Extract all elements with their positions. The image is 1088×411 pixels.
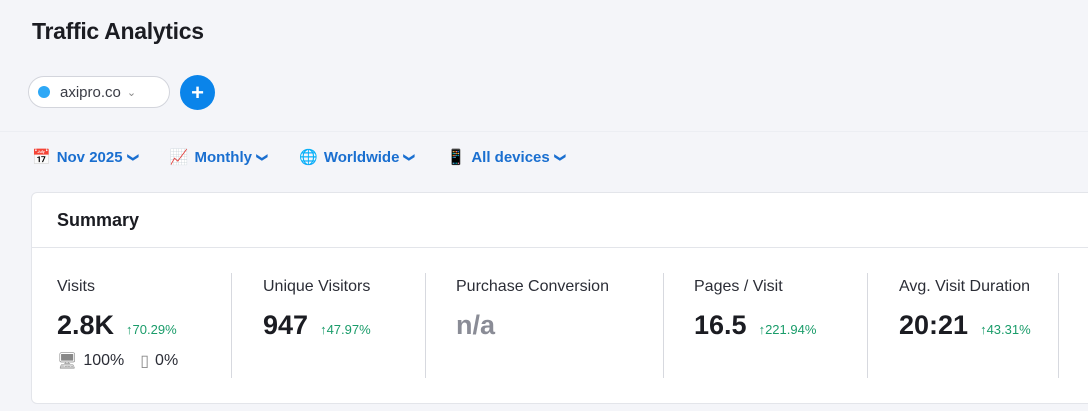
- chevron-down-icon: ❯: [126, 152, 139, 162]
- calendar-icon: 📅: [32, 149, 51, 166]
- filter-bar: 📅 Nov 2025 ❯ 📈 Monthly ❯ 🌐 Worldwide ❯ 📱 All de…: [32, 148, 566, 167]
- domain-selector[interactable]: axipro.co ⌄: [28, 76, 170, 108]
- chevron-down-icon: ❯: [403, 152, 416, 162]
- divider: [867, 273, 868, 378]
- metric-avg-visit-duration: Avg. Visit Duration 20:21 ↑43.31%: [899, 278, 1031, 341]
- device-filter[interactable]: 📱 All devices ❯: [446, 148, 566, 167]
- summary-title: Summary: [32, 193, 1088, 248]
- metric-purchase-conversion: Purchase Conversion n/a: [456, 278, 609, 341]
- metric-unique-visitors: Unique Visitors 947 ↑47.97%: [263, 278, 371, 341]
- page-title: Traffic Analytics: [32, 18, 204, 44]
- domain-color-dot: [38, 86, 50, 98]
- date-filter-label: Nov 2025: [56, 148, 123, 166]
- metric-value: 20:21: [899, 310, 969, 340]
- metric-delta: ↑47.97%: [320, 322, 371, 337]
- location-filter[interactable]: 🌐 Worldwide ❯: [299, 148, 416, 167]
- devices-icon: 📱: [446, 149, 466, 166]
- metric-label: Purchase Conversion: [456, 278, 609, 295]
- domain-label: axipro.co: [60, 83, 121, 101]
- mobile-icon: ▯: [140, 353, 150, 370]
- divider: [663, 273, 664, 378]
- metric-label: Visits: [57, 278, 95, 295]
- granularity-filter-label: Monthly: [194, 148, 252, 166]
- device-filter-label: All devices: [471, 148, 550, 166]
- date-filter[interactable]: 📅 Nov 2025 ❯: [32, 148, 139, 167]
- divider: [1058, 273, 1059, 378]
- metric-visits: Visits 2.8K ↑70.29% 🖥 100% ▯ 0%: [57, 278, 178, 371]
- summary-card: Summary Visits 2.8K ↑70.29% 🖥 100% ▯ 0% Uniq…: [31, 192, 1088, 404]
- metric-delta: ↑70.29%: [126, 322, 177, 337]
- metric-value: 16.5: [694, 310, 747, 340]
- metric-delta: ↑43.31%: [980, 322, 1031, 337]
- metric-value: n/a: [456, 310, 496, 340]
- chevron-down-icon: ❯: [553, 152, 566, 162]
- chevron-down-icon: ❯: [256, 152, 269, 162]
- chevron-down-icon: ⌄: [126, 86, 137, 99]
- add-domain-button[interactable]: +: [180, 75, 215, 110]
- desktop-share: 100%: [83, 352, 125, 369]
- divider: [231, 273, 232, 378]
- granularity-filter[interactable]: 📈 Monthly ❯: [169, 148, 269, 167]
- metric-pages-per-visit: Pages / Visit 16.5 ↑221.94%: [694, 278, 816, 341]
- location-filter-label: Worldwide: [323, 148, 400, 166]
- metric-label: Avg. Visit Duration: [899, 278, 1031, 295]
- divider: [425, 273, 426, 378]
- line-chart-icon: 📈: [169, 149, 189, 166]
- divider: [0, 131, 1088, 132]
- metric-value: 2.8K: [57, 310, 115, 340]
- desktop-icon: 🖥: [57, 353, 78, 370]
- metric-value: 947: [263, 310, 309, 340]
- mobile-share: 0%: [155, 352, 179, 369]
- metric-label: Unique Visitors: [263, 278, 371, 295]
- globe-icon: 🌐: [299, 149, 318, 166]
- metric-delta: ↑221.94%: [758, 322, 817, 337]
- metric-label: Pages / Visit: [694, 278, 783, 295]
